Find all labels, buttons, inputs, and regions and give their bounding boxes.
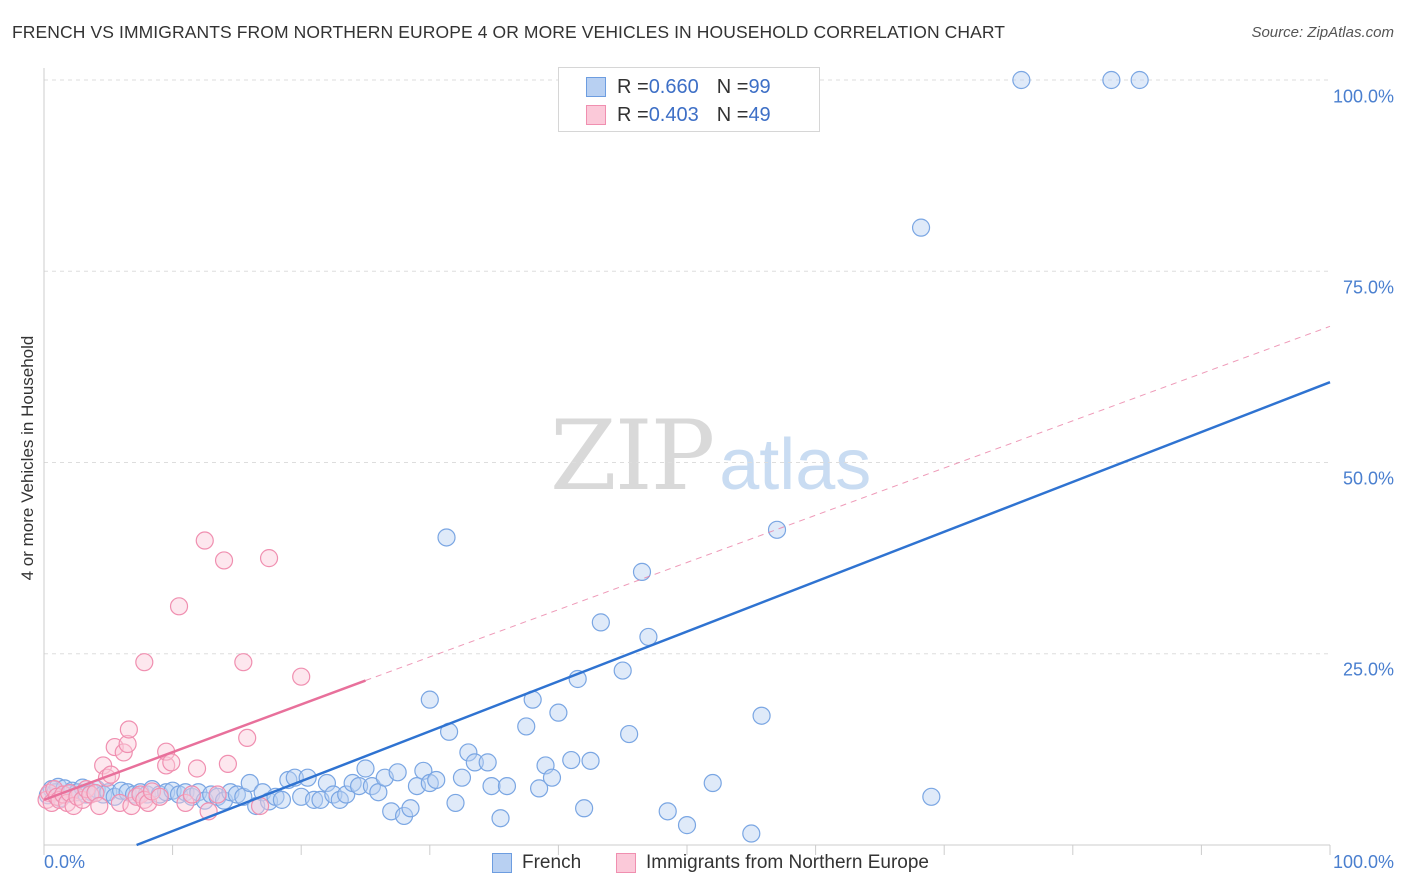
data-point-french xyxy=(388,763,407,782)
data-point-immigrants xyxy=(157,756,176,775)
data-point-immigrants xyxy=(110,793,129,813)
data-point-french xyxy=(613,661,632,680)
data-point-french xyxy=(459,743,478,762)
data-point-french xyxy=(530,779,549,798)
data-point-french xyxy=(427,770,446,790)
data-point-immigrants xyxy=(169,597,189,616)
y-tick-label: 75.0% xyxy=(1342,277,1394,298)
y-tick-label: 100.0% xyxy=(1332,86,1394,107)
trend-line-immigrants xyxy=(43,679,366,802)
legend-r-value: 0.660 xyxy=(648,75,699,98)
legend: R = 0.660 N = 99 R = 0.403 N = 49 xyxy=(558,67,820,132)
data-point-french xyxy=(562,750,581,770)
data-point-french xyxy=(591,613,610,632)
data-point-french xyxy=(446,793,465,813)
data-point-french xyxy=(337,785,356,804)
data-point-french xyxy=(491,809,510,828)
data-point-immigrants xyxy=(208,785,227,804)
legend-row-french: R = 0.660 N = 99 xyxy=(559,72,771,102)
data-point-french xyxy=(1012,70,1031,90)
data-point-immigrants xyxy=(187,759,207,778)
data-point-immigrants xyxy=(64,796,83,816)
data-point-french xyxy=(240,773,259,793)
data-point-immigrants xyxy=(292,667,311,686)
legend-n-label: N = xyxy=(716,75,749,98)
data-point-french xyxy=(658,802,677,821)
data-point-french xyxy=(703,773,722,793)
data-point-french xyxy=(752,706,771,725)
data-point-french xyxy=(922,787,941,806)
data-point-french xyxy=(497,776,517,796)
data-point-french xyxy=(632,562,652,581)
data-point-immigrants xyxy=(90,796,109,816)
data-point-immigrants xyxy=(118,734,137,754)
data-point-french xyxy=(452,768,472,787)
legend-swatch-french xyxy=(586,77,606,97)
data-point-french xyxy=(575,799,594,818)
trend-line-extension-immigrants xyxy=(365,325,1331,681)
data-point-french xyxy=(677,816,697,835)
data-point-french xyxy=(549,703,568,722)
data-point-french xyxy=(356,759,375,778)
y-tick-label: 25.0% xyxy=(1342,659,1394,680)
y-tick-label: 50.0% xyxy=(1342,468,1394,489)
data-point-immigrants xyxy=(150,787,169,806)
bottom-legend-label-immigrants: Immigrants from Northern Europe xyxy=(646,852,929,873)
data-point-french xyxy=(401,799,420,818)
data-point-french xyxy=(420,690,439,709)
data-point-french xyxy=(317,773,337,793)
bottom-legend-swatch-french xyxy=(492,853,512,873)
data-point-french xyxy=(911,218,931,237)
data-point-immigrants xyxy=(162,753,181,772)
legend-r-label: R = xyxy=(617,75,649,98)
legend-n-value: 99 xyxy=(748,75,771,98)
data-point-french xyxy=(742,824,761,843)
bottom-legend-swatch-immigrants xyxy=(616,853,636,873)
data-point-immigrants xyxy=(119,720,138,739)
data-point-immigrants xyxy=(182,785,201,804)
x-tick-label: 0.0% xyxy=(44,852,86,872)
data-point-french xyxy=(1102,70,1121,90)
data-point-immigrants xyxy=(135,653,154,672)
data-point-french xyxy=(304,790,324,809)
data-point-immigrants xyxy=(195,531,214,550)
bottom-legend-label-french: French xyxy=(522,852,582,873)
data-point-immigrants xyxy=(259,549,279,568)
legend-n-label: N = xyxy=(716,103,749,126)
data-point-french xyxy=(349,776,369,796)
legend-row-immigrants: R = 0.403 N = 49 xyxy=(559,100,771,130)
data-point-french xyxy=(542,768,562,787)
y-axis-label: 4 or more Vehicles in Household xyxy=(18,335,37,581)
data-point-french xyxy=(517,717,536,736)
data-point-french xyxy=(437,528,456,547)
legend-r-label: R = xyxy=(617,103,649,126)
legend-swatch-immigrants xyxy=(586,105,606,125)
data-point-french xyxy=(581,751,600,770)
data-point-immigrants xyxy=(238,728,257,748)
data-point-immigrants xyxy=(218,754,237,774)
data-point-french xyxy=(272,790,292,809)
data-point-immigrants xyxy=(139,793,158,813)
legend-r-value: 0.403 xyxy=(648,103,699,126)
data-point-immigrants xyxy=(214,551,234,570)
bottom-legend-french: French xyxy=(492,852,581,874)
legend-n-value: 49 xyxy=(748,103,771,126)
data-point-french xyxy=(620,724,639,744)
data-point-french xyxy=(465,753,484,772)
chart-title: FRENCH VS IMMIGRANTS FROM NORTHERN EUROP… xyxy=(12,22,1006,42)
data-point-french xyxy=(767,520,787,539)
source-label: Source: ZipAtlas.com xyxy=(1251,24,1394,41)
data-point-immigrants xyxy=(114,743,133,762)
x-tick-label: 100.0% xyxy=(1332,852,1394,872)
data-point-french xyxy=(478,753,497,772)
data-point-french xyxy=(482,776,501,796)
trend-line-french xyxy=(136,381,1331,847)
data-point-immigrants xyxy=(234,653,253,672)
data-point-french xyxy=(1130,70,1149,90)
bottom-legend-immigrants: Immigrants from Northern Europe xyxy=(616,852,929,874)
